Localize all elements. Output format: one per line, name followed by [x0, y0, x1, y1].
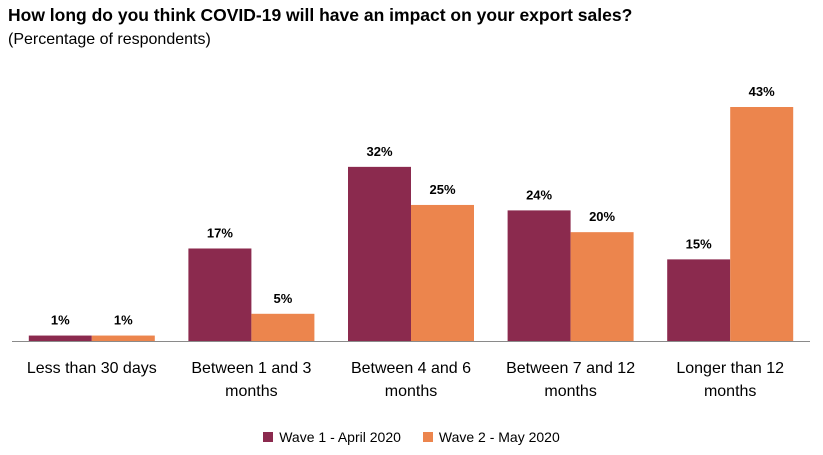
- x-tick-label-line: Less than 30 days: [26, 360, 157, 377]
- legend: Wave 1 - April 2020 Wave 2 - May 2020: [0, 429, 823, 445]
- legend-item-wave-2: Wave 2 - May 2020: [422, 429, 560, 445]
- chart-title: How long do you think COVID-19 will have…: [8, 5, 633, 25]
- data-label-series-1-cat-3: 32%: [366, 144, 392, 159]
- x-tick-label-4: Between 7 and 12 months: [496, 357, 646, 403]
- data-label-series-2-cat-4: 20%: [589, 209, 615, 224]
- bar-series-2-cat-4: [570, 232, 634, 341]
- bar-series-1-cat-2: [188, 248, 252, 341]
- data-label-series-2-cat-2: 5%: [274, 291, 293, 306]
- data-label-series-1-cat-4: 24%: [526, 187, 552, 202]
- bar-series-1-cat-1: [28, 335, 92, 341]
- data-label-series-1-cat-5: 15%: [686, 236, 712, 251]
- x-tick-label-line: months: [384, 383, 438, 400]
- data-label-series-1-cat-2: 17%: [207, 225, 233, 240]
- x-tick-label-3: Between 4 and 6 months: [336, 357, 486, 403]
- x-tick-label-line: months: [544, 383, 597, 400]
- bar-series-2-cat-3: [411, 204, 474, 341]
- legend-swatch-wave-2: [422, 432, 433, 442]
- legend-swatch-wave-1: [263, 432, 274, 442]
- x-tick-label-2: Between 1 and 3 months: [176, 357, 326, 403]
- bar-series-1-cat-5: [667, 259, 731, 341]
- legend-label-wave-1: Wave 1 - April 2020: [279, 429, 401, 445]
- x-tick-label-line: Longer than 12: [676, 360, 785, 377]
- bar-series-2-cat-1: [91, 335, 155, 341]
- x-tick-label-line: Between 4 and 6: [350, 360, 472, 377]
- x-tick-label-1: Less than 30 days: [17, 357, 167, 380]
- data-label-series-1-cat-1: 1%: [51, 313, 70, 328]
- bar-series-1-cat-4: [507, 210, 571, 341]
- bar-series-2-cat-5: [730, 107, 794, 341]
- bar-series-1-cat-3: [348, 166, 411, 341]
- legend-label-wave-2: Wave 2 - May 2020: [438, 429, 560, 445]
- legend-item-wave-1: Wave 1 - April 2020: [263, 429, 401, 445]
- data-label-series-2-cat-1: 1%: [114, 313, 133, 328]
- x-tick-label-line: Between 7 and 12: [506, 360, 636, 377]
- x-tick-label-5: Longer than 12 months: [655, 357, 805, 403]
- x-tick-label-line: months: [225, 383, 278, 400]
- chart-subtitle: (Percentage of respondents): [8, 31, 211, 48]
- bar-series-2-cat-2: [251, 313, 315, 341]
- x-tick-label-line: Between 1 and 3: [191, 360, 312, 377]
- x-tick-label-line: months: [703, 383, 757, 400]
- data-label-series-2-cat-3: 25%: [429, 182, 455, 197]
- data-label-series-2-cat-5: 43%: [749, 84, 775, 99]
